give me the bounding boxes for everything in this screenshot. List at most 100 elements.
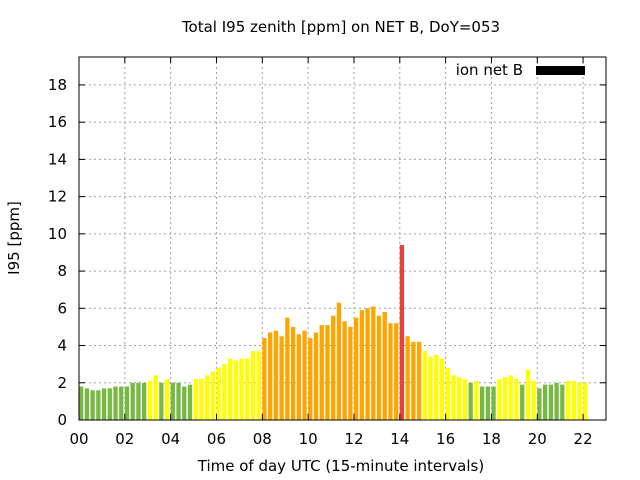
y-axis-label: I95 [ppm] (5, 201, 23, 275)
grid-layer (79, 57, 606, 420)
bar (313, 332, 319, 420)
bar (130, 382, 135, 420)
bar (336, 302, 342, 420)
y-tick-label: 10 (48, 225, 67, 243)
bar (531, 380, 536, 420)
bar (308, 338, 313, 420)
bar (537, 388, 542, 420)
bar (508, 375, 513, 420)
bar (205, 375, 210, 420)
x-tick-label: 22 (574, 430, 593, 448)
y-tick-label: 2 (57, 374, 67, 392)
bar (388, 323, 393, 420)
bar (325, 325, 330, 420)
bar (542, 384, 548, 420)
bar (365, 308, 370, 420)
x-tick-label: 14 (390, 430, 409, 448)
bar (227, 358, 233, 420)
bar (565, 380, 571, 420)
bar (199, 379, 204, 420)
bar (176, 382, 181, 420)
bar (491, 386, 496, 420)
y-tick-label: 18 (48, 76, 67, 94)
bar (159, 382, 164, 420)
bar (136, 382, 141, 420)
bars-layer (79, 245, 588, 420)
bar (474, 380, 479, 420)
bar (399, 245, 405, 420)
bar (468, 382, 473, 420)
x-tick-label: 12 (344, 430, 363, 448)
bar (119, 386, 124, 420)
bar (462, 379, 468, 420)
bar (153, 375, 158, 420)
bar (290, 326, 296, 420)
bar (273, 330, 279, 420)
bar (514, 379, 519, 420)
bar (411, 341, 416, 420)
bar (285, 317, 290, 420)
bar (371, 306, 376, 420)
y-tick-label: 16 (48, 113, 67, 131)
bar (560, 384, 565, 420)
bar (182, 386, 187, 420)
bar (479, 386, 485, 420)
bar (113, 386, 118, 420)
bar (222, 364, 227, 420)
bar (428, 356, 433, 420)
bar (502, 377, 508, 420)
bar (525, 369, 531, 420)
bar (331, 315, 336, 420)
x-tick-label: 00 (69, 430, 88, 448)
bar (583, 382, 588, 420)
bar (142, 382, 147, 420)
bar (256, 351, 261, 420)
bar (439, 358, 445, 420)
bar (193, 379, 198, 420)
bar (422, 351, 427, 420)
x-tick-label: 10 (299, 430, 318, 448)
y-tick-label: 14 (48, 150, 67, 168)
x-tick-label: 20 (528, 430, 547, 448)
legend-swatch (536, 66, 585, 75)
bar (548, 384, 554, 420)
x-tick-label: 18 (482, 430, 501, 448)
bar (445, 367, 450, 420)
legend: ion net B (456, 61, 585, 79)
chart-title: Total I95 zenith [ppm] on NET B, DoY=053 (181, 18, 500, 36)
y-tick-label: 12 (48, 188, 67, 206)
bar (170, 382, 175, 420)
bar (376, 315, 382, 420)
bar (216, 367, 221, 420)
bar (233, 360, 238, 420)
bar (279, 336, 284, 420)
bar (497, 379, 502, 420)
x-tick-label: 06 (207, 430, 226, 448)
bar (353, 317, 359, 420)
bar (451, 375, 456, 420)
bar (124, 386, 130, 420)
bar (90, 390, 95, 420)
bar (239, 358, 244, 420)
x-tick-label: 08 (253, 430, 272, 448)
bar (79, 386, 84, 420)
bar (571, 380, 576, 420)
bar (359, 310, 364, 420)
bar (405, 336, 410, 420)
x-tick-label: 04 (161, 430, 180, 448)
bar (101, 388, 107, 420)
bar (262, 338, 267, 420)
bar (96, 390, 101, 420)
bar (434, 354, 439, 420)
bar (302, 330, 307, 420)
bar (416, 341, 422, 420)
bar (268, 332, 273, 420)
bar (84, 388, 90, 420)
bar (319, 325, 324, 420)
bar (348, 326, 353, 420)
y-tick-label: 4 (57, 337, 67, 355)
bar (554, 382, 559, 420)
